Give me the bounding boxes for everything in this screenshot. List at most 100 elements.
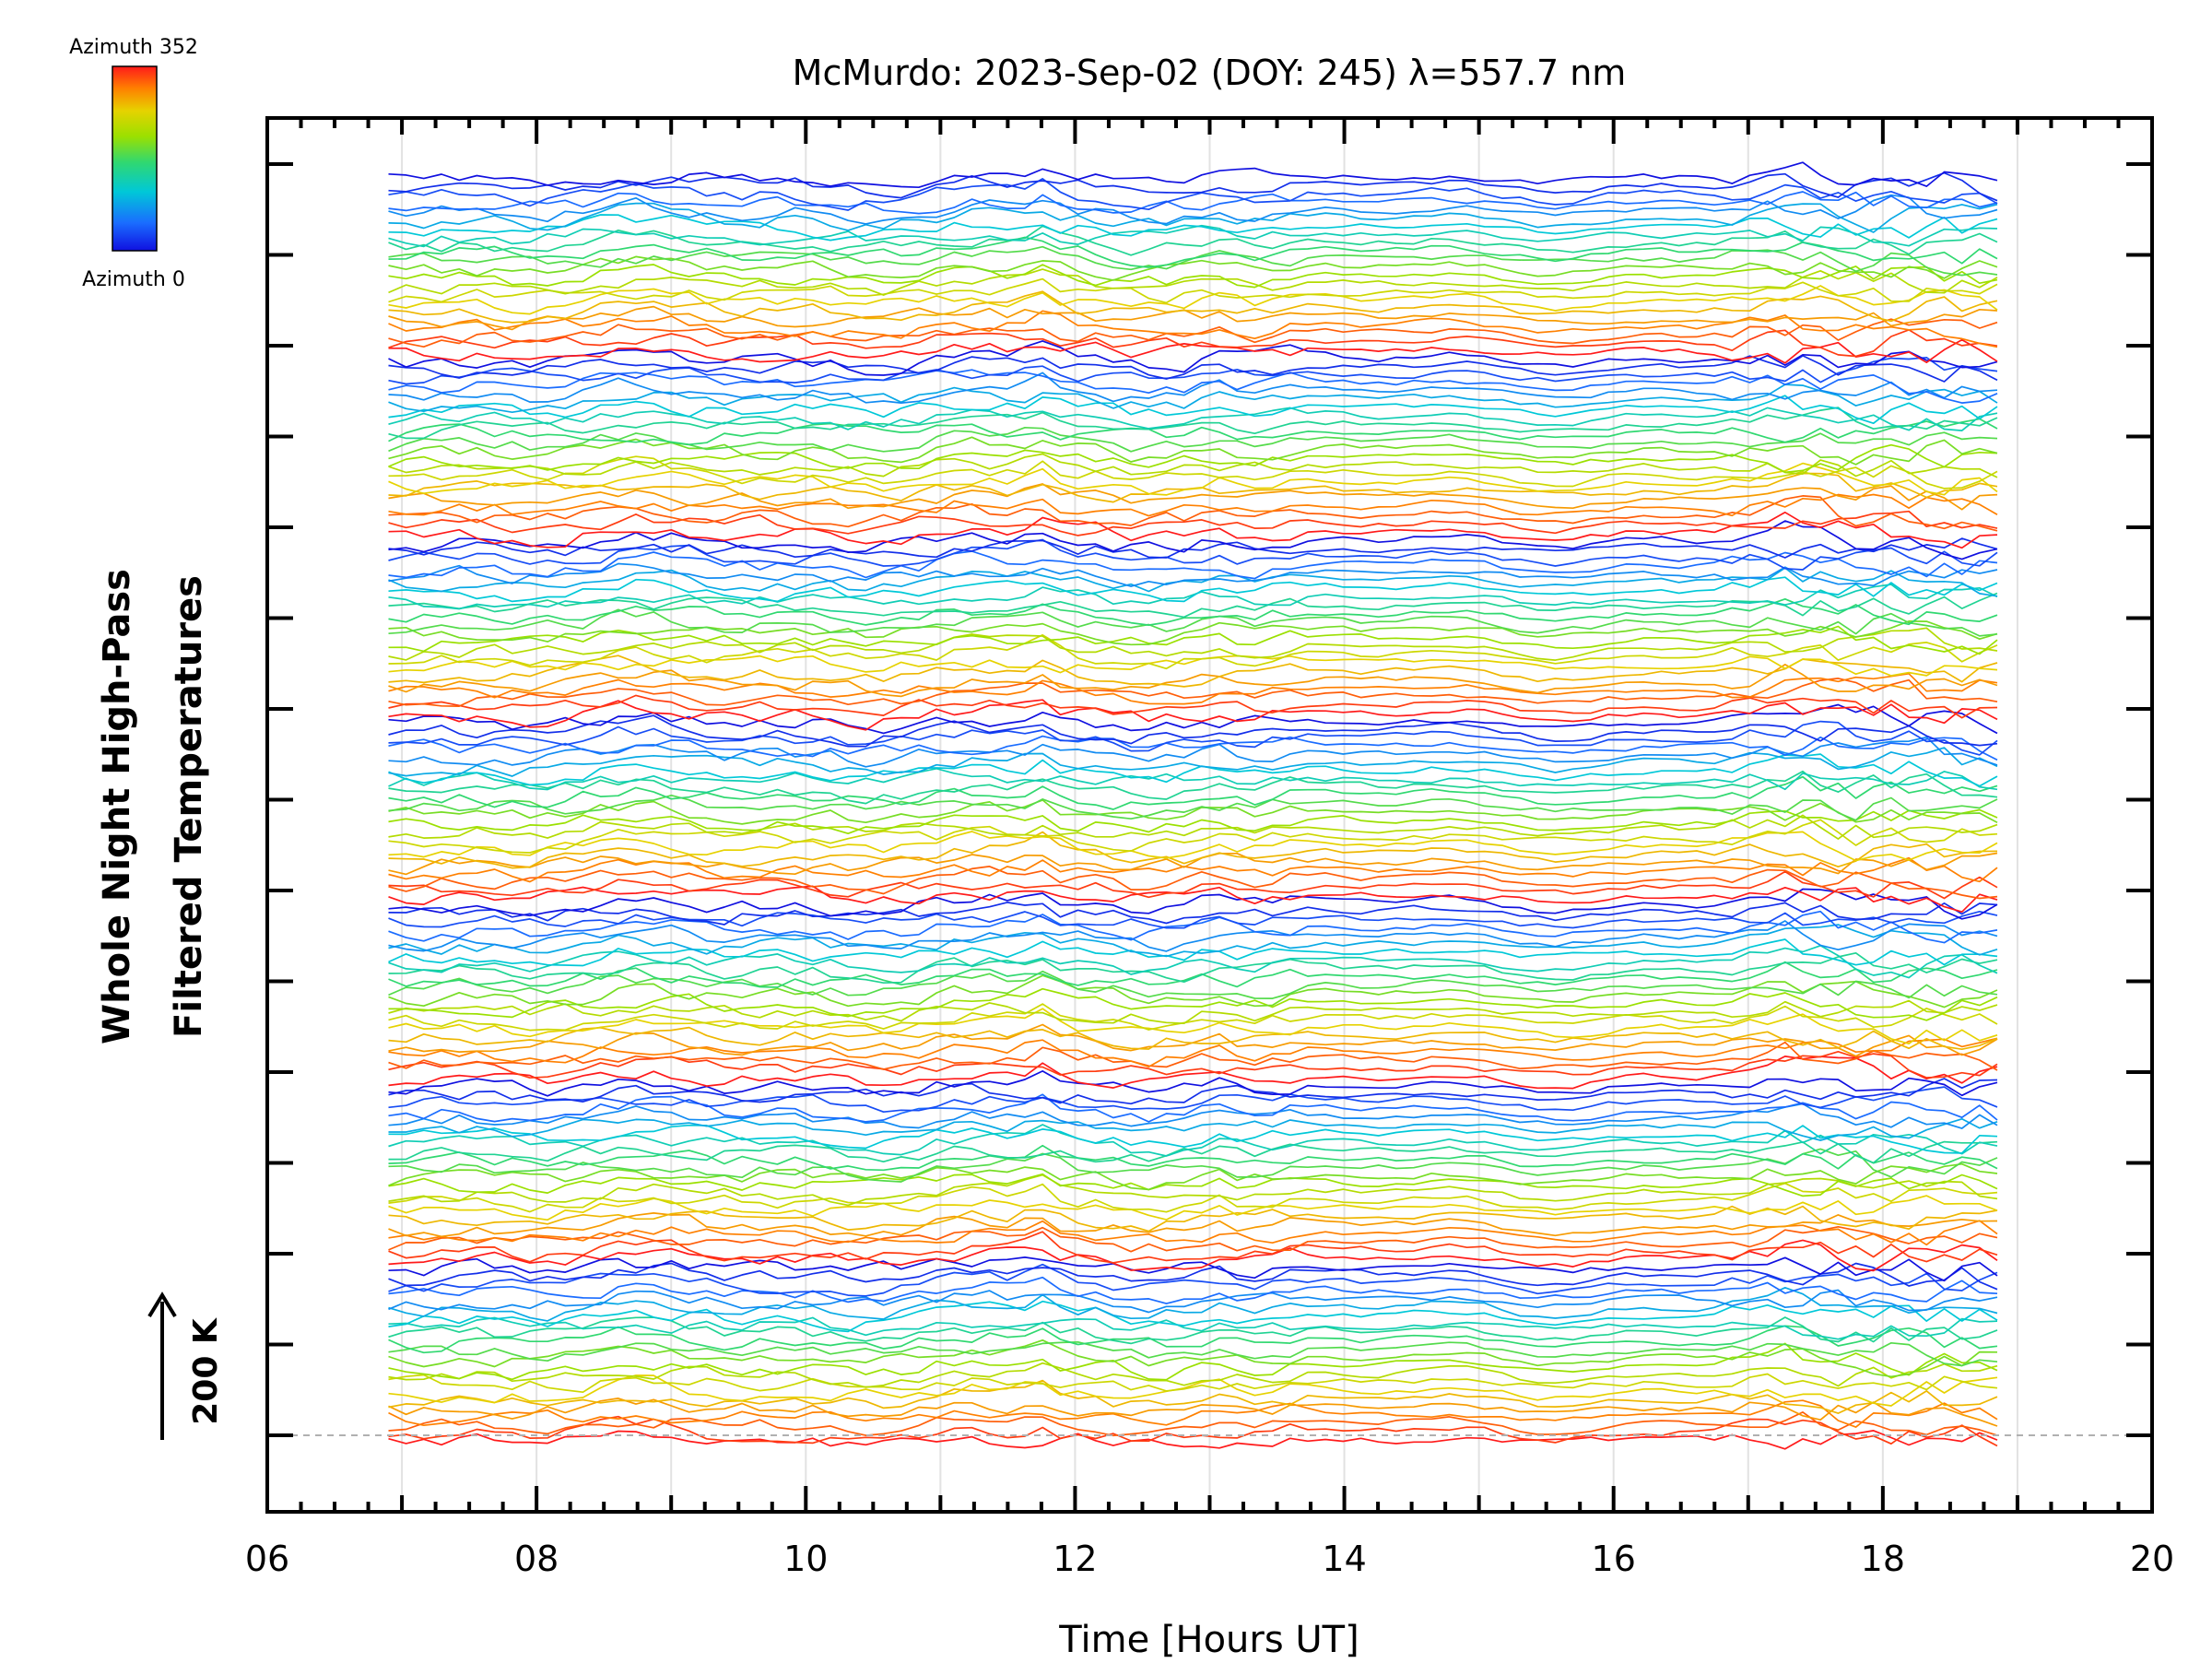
series-line bbox=[388, 277, 1998, 304]
series-line bbox=[388, 1056, 1998, 1090]
series-line bbox=[388, 1140, 1998, 1164]
x-tick-label: 10 bbox=[783, 1539, 828, 1579]
trace-group bbox=[388, 161, 1998, 1450]
series-line bbox=[388, 194, 1998, 225]
series-line bbox=[388, 369, 1998, 404]
series-line bbox=[388, 633, 1998, 670]
series-line bbox=[388, 383, 1998, 414]
series-line bbox=[388, 161, 1998, 189]
series-line bbox=[388, 655, 1998, 677]
series-line bbox=[388, 511, 1998, 549]
series-line bbox=[388, 418, 1998, 446]
series-line bbox=[388, 1174, 1998, 1207]
series-line bbox=[388, 714, 1998, 748]
series-line bbox=[388, 305, 1998, 331]
x-axis-label: Time [Hours UT] bbox=[1058, 1619, 1359, 1659]
series-line bbox=[388, 1339, 1998, 1378]
series-line bbox=[388, 1205, 1998, 1233]
series-line bbox=[388, 961, 1998, 988]
series-line bbox=[388, 910, 1998, 929]
series-line bbox=[388, 550, 1998, 580]
series-line bbox=[388, 794, 1998, 821]
series-line bbox=[388, 974, 1998, 1008]
x-tick-label: 14 bbox=[1322, 1539, 1366, 1579]
series-line bbox=[388, 356, 1998, 385]
series-line bbox=[388, 264, 1998, 289]
series-line bbox=[388, 627, 1998, 661]
series-line bbox=[388, 852, 1998, 876]
series-line bbox=[388, 1070, 1998, 1097]
series-line bbox=[388, 597, 1998, 626]
colorbar-gradient bbox=[112, 65, 158, 252]
series-line bbox=[388, 1340, 1998, 1367]
series-line bbox=[388, 767, 1998, 791]
series-line bbox=[388, 495, 1998, 532]
scale-bar-label: 200 K bbox=[187, 1317, 225, 1425]
x-tick-label: 16 bbox=[1592, 1539, 1636, 1579]
series-line bbox=[388, 567, 1998, 597]
series-line bbox=[388, 831, 1998, 869]
series-line bbox=[388, 178, 1998, 211]
series-line bbox=[388, 1103, 1998, 1129]
series-line bbox=[388, 1037, 1998, 1068]
ticks: 06 08 10 12 14 16 18 20 bbox=[245, 118, 2174, 1579]
series-line bbox=[388, 395, 1998, 425]
series-line bbox=[388, 171, 1998, 202]
series-line bbox=[388, 1379, 1998, 1414]
series-line bbox=[388, 407, 1998, 440]
series-line bbox=[388, 808, 1998, 835]
series-line bbox=[388, 340, 1998, 376]
series-line bbox=[388, 1124, 1998, 1157]
series-line bbox=[388, 1212, 1998, 1238]
series-line bbox=[388, 1276, 1998, 1304]
series-line bbox=[388, 735, 1998, 761]
series-line bbox=[388, 1263, 1998, 1297]
series-line bbox=[388, 885, 1998, 914]
series-line bbox=[388, 902, 1998, 926]
colorbar-bottom-label: Azimuth 0 bbox=[82, 268, 185, 291]
series-line bbox=[388, 225, 1998, 256]
y-axis-label-line2: Filtered Temperatures bbox=[168, 575, 210, 1038]
series-line bbox=[388, 355, 1998, 383]
series-line bbox=[388, 678, 1998, 707]
series-line bbox=[388, 747, 1998, 777]
series-line bbox=[388, 510, 1998, 537]
series-line bbox=[388, 720, 1998, 756]
series-line bbox=[388, 462, 1998, 496]
series-line bbox=[388, 1041, 1998, 1071]
series-line bbox=[388, 1008, 1998, 1045]
series-line bbox=[388, 224, 1998, 248]
series-line bbox=[388, 1373, 1998, 1394]
series-line bbox=[388, 520, 1998, 560]
x-tick-label: 20 bbox=[2130, 1539, 2174, 1579]
series-line bbox=[388, 699, 1998, 731]
series-line bbox=[388, 775, 1998, 810]
series-line bbox=[388, 455, 1998, 489]
series-line bbox=[388, 268, 1998, 296]
x-tick-label: 08 bbox=[514, 1539, 559, 1579]
series-line bbox=[388, 483, 1998, 511]
series-line bbox=[388, 924, 1998, 958]
series-line bbox=[388, 310, 1998, 348]
colorbar: Azimuth 352 Azimuth 0 bbox=[69, 36, 198, 291]
series-line bbox=[388, 493, 1998, 517]
series-line bbox=[388, 799, 1998, 825]
series-line bbox=[388, 608, 1998, 637]
series-line bbox=[388, 372, 1998, 404]
series-line bbox=[388, 1144, 1998, 1172]
series-line bbox=[388, 562, 1998, 587]
series-line bbox=[388, 831, 1998, 862]
series-line bbox=[388, 694, 1998, 719]
series-line bbox=[388, 328, 1998, 358]
series-line bbox=[388, 1286, 1998, 1322]
series-line bbox=[388, 1117, 1998, 1141]
series-line bbox=[388, 1289, 1998, 1314]
scale-bar: 200 K bbox=[147, 1291, 225, 1440]
series-line bbox=[388, 1262, 1998, 1291]
series-line bbox=[388, 1003, 1998, 1032]
series-line bbox=[388, 625, 1998, 655]
series-line bbox=[388, 426, 1998, 453]
series-line bbox=[388, 584, 1998, 610]
series-line bbox=[388, 1162, 1998, 1191]
